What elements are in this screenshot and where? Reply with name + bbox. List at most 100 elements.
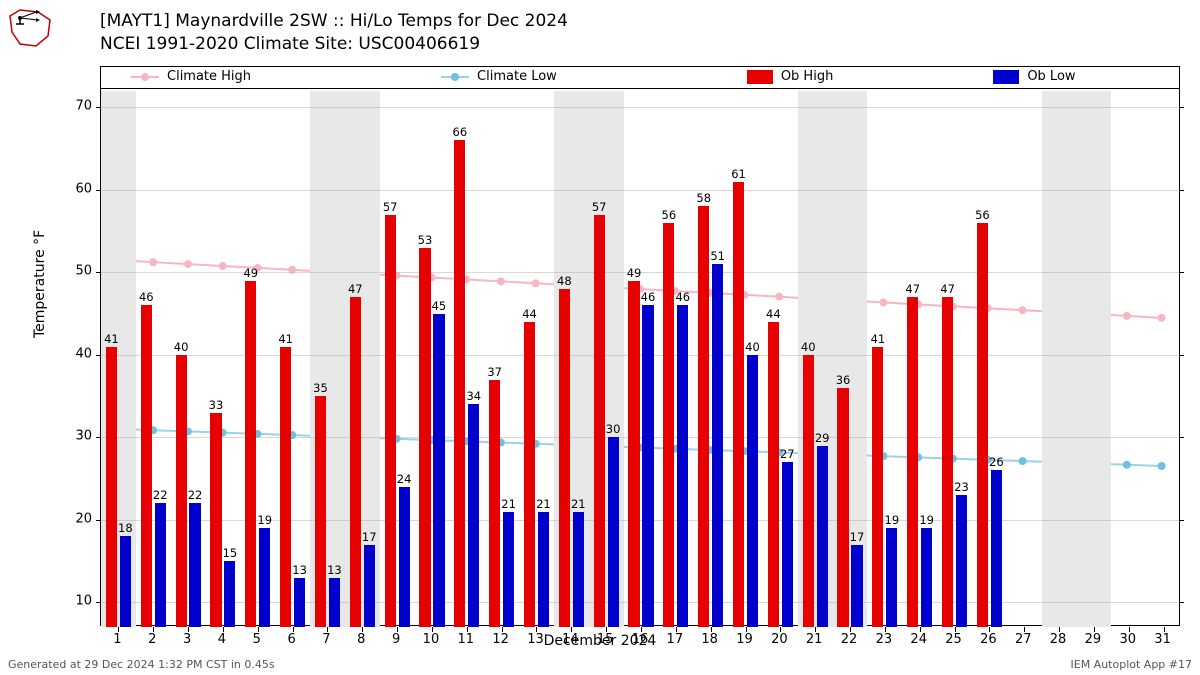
ob-high-bar <box>350 297 361 627</box>
ob-low-label: 22 <box>153 488 168 502</box>
ob-high-label: 61 <box>731 167 746 181</box>
x-tick-label: 6 <box>287 632 295 647</box>
iem-logo <box>6 6 54 50</box>
ob-low-label: 17 <box>850 530 865 544</box>
ob-low-label: 13 <box>292 563 307 577</box>
y-tick-label: 10 <box>62 594 92 609</box>
x-tick-label: 3 <box>183 632 191 647</box>
ob-low-bar <box>573 512 584 627</box>
climate-high-line-marker <box>879 298 887 306</box>
climate-high-line-marker <box>1123 312 1131 320</box>
ob-low-label: 29 <box>815 431 830 445</box>
ob-low-bar <box>782 462 793 627</box>
ob-high-label: 41 <box>871 332 886 346</box>
climate-high-line-marker <box>497 277 505 285</box>
ob-low-label: 26 <box>989 455 1004 469</box>
ob-high-label: 40 <box>174 340 189 354</box>
ob-high-label: 57 <box>383 200 398 214</box>
climate-low-line <box>118 429 1161 466</box>
footer-left: Generated at 29 Dec 2024 1:32 PM CST in … <box>8 658 275 671</box>
ob-high-bar <box>872 347 883 627</box>
x-tick-label: 30 <box>1119 632 1136 647</box>
y-tick-label: 60 <box>62 181 92 196</box>
ob-low-bar <box>155 503 166 627</box>
ob-low-bar <box>851 545 862 627</box>
legend-climate-low: Climate Low <box>441 69 557 84</box>
x-tick-label: 27 <box>1015 632 1032 647</box>
x-tick-label: 8 <box>357 632 365 647</box>
ob-low-bar <box>956 495 967 627</box>
x-tick-label: 5 <box>253 632 261 647</box>
footer-right: IEM Autoplot App #17 <box>1071 658 1193 671</box>
climate-high-line-marker <box>149 258 157 266</box>
y-tick-label: 20 <box>62 511 92 526</box>
ob-high-bar <box>733 182 744 627</box>
ob-high-label: 48 <box>557 274 572 288</box>
x-tick-label: 22 <box>841 632 858 647</box>
ob-low-label: 24 <box>397 472 412 486</box>
ob-low-bar <box>503 512 514 627</box>
ob-high-label: 57 <box>592 200 607 214</box>
ob-low-bar <box>433 314 444 627</box>
x-tick-label: 12 <box>492 632 509 647</box>
ob-high-label: 66 <box>453 125 468 139</box>
ob-low-label: 23 <box>954 480 969 494</box>
climate-low-line-marker <box>1019 457 1027 465</box>
ob-high-bar <box>454 140 465 627</box>
y-tick-label: 50 <box>62 264 92 279</box>
ob-high-label: 40 <box>801 340 816 354</box>
ob-low-label: 19 <box>885 513 900 527</box>
ob-high-bar <box>315 396 326 627</box>
ob-high-label: 56 <box>662 208 677 222</box>
legend-ob-high: Ob High <box>747 69 834 84</box>
climate-high-line-marker <box>1158 314 1166 322</box>
ob-low-bar <box>642 305 653 627</box>
ob-low-bar <box>224 561 235 627</box>
x-tick-label: 1 <box>113 632 121 647</box>
ob-low-label: 21 <box>536 497 551 511</box>
ob-low-label: 22 <box>188 488 203 502</box>
plot-region: 4118462240223315491941133513471757245345… <box>101 91 1179 627</box>
x-tick-label: 31 <box>1154 632 1171 647</box>
ob-low-label: 15 <box>223 546 238 560</box>
ob-low-bar <box>991 470 1002 627</box>
ob-high-bar <box>663 223 674 627</box>
x-tick-label: 25 <box>945 632 962 647</box>
ob-high-bar <box>594 215 605 627</box>
x-tick-label: 18 <box>701 632 718 647</box>
x-tick-label: 4 <box>218 632 226 647</box>
ob-low-label: 18 <box>118 521 133 535</box>
ob-high-label: 53 <box>418 233 433 247</box>
ob-high-label: 44 <box>766 307 781 321</box>
ob-high-bar <box>106 347 117 627</box>
climate-high-line-marker <box>1019 306 1027 314</box>
ob-low-label: 17 <box>362 530 377 544</box>
x-tick-label: 29 <box>1085 632 1102 647</box>
ob-low-label: 27 <box>780 447 795 461</box>
x-tick-label: 21 <box>806 632 823 647</box>
x-tick-label: 20 <box>771 632 788 647</box>
x-tick-label: 9 <box>392 632 400 647</box>
ob-high-label: 41 <box>278 332 293 346</box>
ob-low-bar <box>294 578 305 627</box>
ob-low-label: 30 <box>606 422 621 436</box>
ob-high-bar <box>628 281 639 627</box>
title-line-2: NCEI 1991-2020 Climate Site: USC00406619 <box>100 33 568 56</box>
ob-low-label: 51 <box>710 249 725 263</box>
legend-label: Ob Low <box>1027 69 1075 84</box>
ob-low-bar <box>886 528 897 627</box>
chart-title: [MAYT1] Maynardville 2SW :: Hi/Lo Temps … <box>100 10 568 56</box>
legend-label: Ob High <box>781 69 834 84</box>
ob-low-label: 19 <box>257 513 272 527</box>
climate-high-line-marker <box>532 279 540 287</box>
ob-high-label: 35 <box>313 381 328 395</box>
x-axis-title: December 2024 <box>544 633 657 649</box>
ob-low-bar <box>747 355 758 627</box>
x-tick-label: 23 <box>876 632 893 647</box>
ob-high-bar <box>977 223 988 627</box>
y-tick-label: 40 <box>62 346 92 361</box>
weekend-band <box>1042 91 1112 627</box>
ob-low-label: 21 <box>501 497 516 511</box>
ob-low-label: 34 <box>466 389 481 403</box>
x-tick-label: 19 <box>736 632 753 647</box>
